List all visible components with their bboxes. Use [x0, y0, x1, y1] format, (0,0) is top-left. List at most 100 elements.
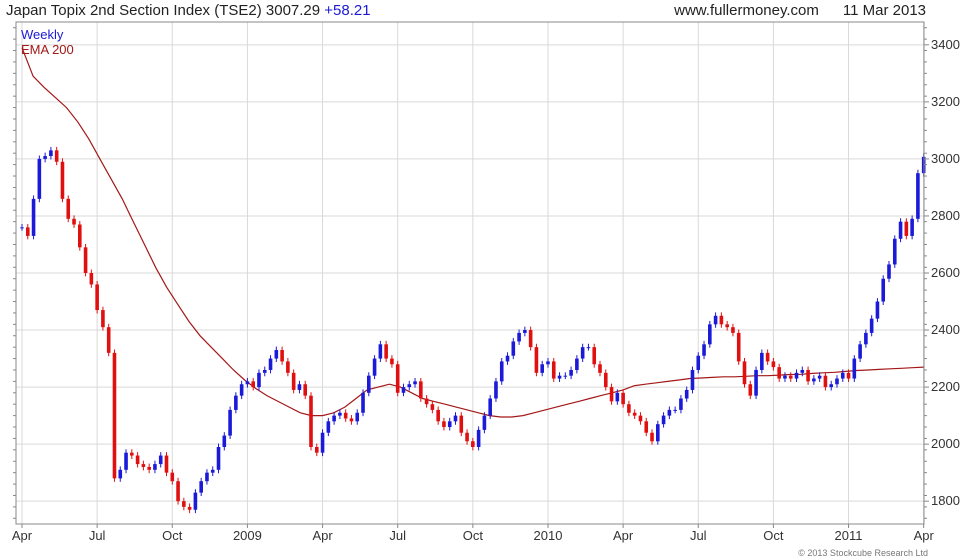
x-tick-label: Jul [690, 528, 707, 543]
candle-body [234, 395, 238, 410]
candle-body [49, 150, 53, 157]
x-tick-label: Apr [12, 528, 33, 543]
candle-body [407, 384, 412, 388]
candle-body [540, 364, 544, 373]
candle-body [615, 392, 620, 402]
candle-body [424, 398, 429, 405]
candle-body [164, 455, 169, 473]
candle-body [309, 395, 313, 447]
candle-body [274, 350, 279, 359]
candle-body [806, 369, 810, 382]
x-tick-label: 2011 [835, 528, 863, 543]
candle-body [835, 378, 839, 385]
candle-body [499, 361, 504, 382]
y-tick-label: 2400 [931, 322, 960, 337]
candle-body [731, 327, 735, 333]
candle-body [892, 238, 897, 265]
y-tick-label: 2200 [931, 379, 960, 394]
candle-body [182, 501, 186, 507]
candle-body [413, 381, 417, 385]
candle-body [621, 392, 625, 405]
candle-body [257, 372, 261, 388]
candle-body [551, 361, 556, 379]
grid-lines [16, 22, 925, 524]
candle-body [343, 412, 348, 419]
candle-body [586, 347, 591, 349]
x-tick-label: Oct [162, 528, 183, 543]
candle-body [673, 409, 677, 411]
candle-body [135, 455, 140, 465]
ema-200-line [21, 47, 924, 418]
candle-body [89, 273, 94, 285]
candle-body [557, 375, 562, 379]
x-axis: Apr Jul Oct 2009 Apr Jul Oct 2010 Apr Jul Oct 2011 A… [12, 524, 934, 543]
candle-body [176, 481, 180, 502]
candle-body [31, 198, 36, 236]
candle-body [268, 358, 273, 370]
source-website[interactable]: www.fullermoney.com [674, 2, 819, 19]
legend-ema: EMA 200 [21, 42, 74, 57]
candle-body [760, 352, 764, 370]
candle-body [592, 347, 597, 365]
candle-body [881, 278, 886, 302]
candle-body [297, 384, 302, 390]
candle-body [875, 301, 880, 319]
candle-body [580, 347, 585, 359]
candle-body [401, 387, 406, 393]
candle-body [916, 173, 920, 219]
y-tick-label: 2000 [931, 436, 960, 451]
candle-body [326, 421, 331, 433]
candle-body [679, 398, 683, 410]
candle-body [37, 158, 42, 199]
candle-body [725, 324, 729, 328]
candle-body [378, 344, 383, 359]
candle-body [638, 415, 643, 422]
candle-body [644, 421, 649, 433]
index-price: 3007.29 [265, 2, 321, 19]
candle-body [754, 369, 758, 396]
candle-body [494, 381, 498, 399]
candle-body [338, 412, 342, 416]
candle-body [546, 361, 550, 365]
chart-source: www.fullermoney.com 11 Mar 2013 [674, 2, 926, 19]
candle-body [390, 358, 394, 365]
candle-body [482, 415, 487, 430]
candle-body [696, 355, 701, 370]
candle-body [742, 361, 747, 385]
candle-body [314, 446, 319, 453]
candle-body [656, 424, 660, 442]
ema-200-series [21, 47, 924, 418]
candle-body [777, 367, 781, 379]
candle-body [465, 432, 469, 442]
candle-body [603, 372, 608, 388]
candle-body [511, 341, 516, 356]
candle-body [453, 415, 458, 422]
candle-body [858, 344, 862, 359]
candle-body [210, 469, 215, 473]
candle-body [239, 384, 244, 396]
candle-body [361, 392, 365, 413]
x-tick-label: Jul [89, 528, 106, 543]
candle-body [609, 387, 614, 402]
candle-body [910, 218, 914, 236]
candle-body [517, 332, 521, 342]
candle-body [627, 404, 631, 413]
candle-body [569, 369, 573, 376]
candle-body [528, 330, 533, 348]
candle-body [193, 492, 198, 510]
candle-body [788, 375, 793, 379]
candle-body [83, 247, 88, 273]
candle-body [471, 441, 475, 447]
candle-body [228, 409, 232, 436]
candle-body [488, 398, 492, 416]
y-tick-label: 3000 [931, 151, 960, 166]
candle-body [719, 315, 724, 325]
candle-body [66, 198, 71, 219]
candle-body [904, 221, 909, 236]
candle-body [251, 381, 255, 388]
candle-body [505, 355, 510, 362]
x-tick-label: Oct [463, 528, 484, 543]
candle-body [817, 375, 822, 379]
candle-body [447, 421, 452, 428]
